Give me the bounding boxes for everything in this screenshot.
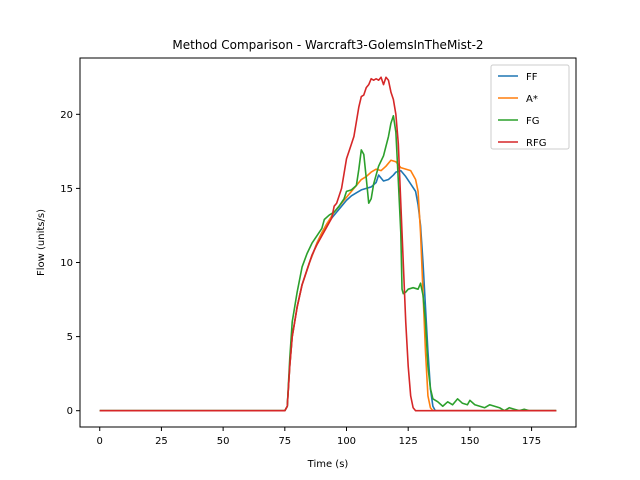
series-line-fg <box>99 115 557 412</box>
y-tick-label: 20 <box>60 110 73 121</box>
legend-label: A* <box>526 94 538 105</box>
y-tick-label: 5 <box>67 332 73 343</box>
x-tick-label: 150 <box>460 436 479 447</box>
series-layer <box>99 76 557 412</box>
y-axis-ticks: 0 5 10 15 20 <box>60 110 80 417</box>
x-tick-label: 100 <box>337 436 356 447</box>
legend-label: RFG <box>526 138 546 149</box>
legend-box <box>490 64 570 150</box>
series-line-rfg <box>99 76 557 412</box>
legend-label: FF <box>526 72 538 83</box>
x-tick-label: 175 <box>522 436 541 447</box>
x-tick-label: 0 <box>97 436 103 447</box>
y-tick-label: 0 <box>67 406 73 417</box>
x-tick-label: 75 <box>278 436 291 447</box>
chart-title: Method Comparison - Warcraft3-GolemsInTh… <box>172 38 483 52</box>
x-tick-label: 50 <box>217 436 230 447</box>
x-axis-ticks: 0 25 50 75 100 125 150 175 <box>97 427 541 447</box>
y-tick-label: 15 <box>60 184 73 195</box>
x-tick-label: 125 <box>399 436 418 447</box>
x-tick-label: 25 <box>155 436 168 447</box>
legend: FF A* FG RFG <box>490 64 570 150</box>
y-tick-label: 10 <box>60 258 73 269</box>
plot-frame <box>79 57 577 428</box>
x-axis-label: Time (s) <box>307 459 349 470</box>
y-axis-label: Flow (units/s) <box>36 209 47 276</box>
legend-label: FG <box>526 116 540 127</box>
